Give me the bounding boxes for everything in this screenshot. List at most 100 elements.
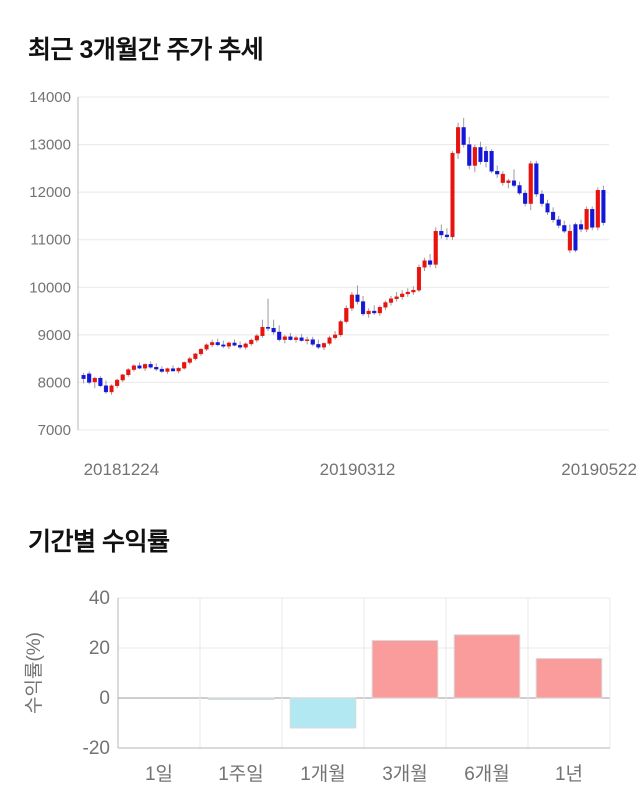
candle-body [467, 144, 472, 166]
candle-body [165, 368, 170, 372]
candle-body [416, 267, 422, 291]
candle-body [539, 193, 544, 204]
y-axis-tick-label: 40 [89, 588, 110, 609]
candle-body [92, 377, 97, 383]
page-title-period-return: 기간별 수익률 [28, 528, 170, 556]
candle-body [193, 353, 198, 359]
candle-body [601, 190, 606, 223]
candle-body [556, 219, 561, 226]
period-return-bar-chart: -20 0 20 40 1일 1주일 1개월 3개월 6개월 1년 수익률(%) [0, 580, 640, 810]
x-axis-category-label: 1주일 [218, 763, 264, 785]
candle-body [176, 367, 181, 372]
candle-body [226, 342, 231, 347]
candle-body [238, 345, 243, 348]
y-axis-tick-label: 0 [99, 688, 110, 709]
candle-body [215, 342, 220, 346]
candle-body [450, 152, 455, 238]
x-axis-tick-label: 20190522 [561, 460, 637, 479]
candle-series [81, 117, 606, 395]
candle-body [472, 147, 477, 166]
bar [207, 697, 275, 700]
candle-body [428, 260, 433, 265]
candle-body [232, 342, 237, 346]
candle-body [495, 171, 500, 175]
candle-body [293, 337, 299, 340]
candle-body [321, 343, 326, 348]
candle-body [249, 339, 254, 345]
candle-body [523, 192, 528, 204]
y-axis-tick-label: 7000 [38, 422, 71, 439]
candle-body [265, 327, 271, 329]
candle-body [584, 209, 589, 230]
candle-body [489, 151, 494, 172]
y-axis-tick-label: 11000 [30, 232, 71, 249]
candlestick-plot: 7000 8000 9000 10000 11000 12000 13000 14000 201… [29, 89, 637, 479]
y-axis-tick-label: 20 [89, 638, 110, 659]
candle-body [517, 185, 522, 194]
bar-plot: -20 0 20 40 1일 1주일 1개월 3개월 6개월 1년 수익률(%) [23, 588, 611, 785]
candle-body [361, 301, 366, 315]
y-axis-tick-label: 13000 [29, 137, 71, 154]
candle-body [143, 364, 148, 369]
x-axis-tick-label: 20181224 [84, 460, 160, 479]
candle-body [372, 310, 377, 314]
x-axis-category-label: 1개월 [300, 763, 346, 785]
x-axis-tick-label: 20190312 [320, 460, 396, 479]
candle-body [154, 367, 159, 370]
candle-body [260, 327, 265, 337]
candle-body [327, 337, 332, 344]
candle-body [528, 163, 533, 204]
x-axis-category-label: 6개월 [464, 763, 510, 785]
candle-body [221, 344, 226, 347]
candle-body [299, 337, 304, 341]
candle-body [271, 327, 276, 333]
candle-body [137, 365, 142, 369]
x-axis-category-label: 3개월 [382, 763, 428, 785]
page-title-price-trend: 최근 3개월간 주가 추세 [28, 36, 264, 64]
candle-body [355, 294, 360, 302]
y-axis-tick-label: 10000 [29, 279, 71, 296]
candle-body [567, 230, 572, 251]
candle-body [182, 362, 187, 369]
candle-body [103, 385, 108, 393]
candle-body [411, 289, 416, 293]
candle-body [288, 336, 293, 340]
y-axis-tick-label: -20 [83, 738, 110, 759]
candle-body [461, 127, 466, 145]
candle-body [81, 375, 86, 379]
candle-body [109, 385, 114, 393]
y-axis-tick-label: 12000 [29, 184, 71, 201]
candle-body [444, 234, 449, 238]
candle-body [305, 339, 310, 342]
candle-body [511, 180, 517, 186]
candle-body [120, 374, 125, 381]
x-axis-category-label: 1년 [555, 763, 583, 785]
candle-body [277, 331, 282, 340]
y-axis-tick-label: 14000 [29, 89, 71, 106]
bar [371, 640, 439, 699]
candle-body [433, 230, 438, 265]
y-axis-tick-label: 8000 [38, 374, 71, 391]
candle-body [483, 151, 489, 162]
bar [289, 697, 357, 729]
candle-body [422, 260, 427, 268]
y-axis-title: 수익률(%) [23, 632, 45, 714]
candle-body [187, 358, 192, 363]
candle-body [115, 379, 120, 386]
candle-body [383, 302, 388, 308]
candle-body [333, 334, 338, 338]
candle-body [534, 163, 539, 195]
candle-body [551, 211, 556, 220]
candle-body [198, 348, 204, 355]
candle-body [590, 209, 595, 228]
candle-body [204, 344, 209, 350]
candle-body [338, 321, 343, 336]
candle-body [282, 336, 287, 340]
candle-body [439, 230, 444, 236]
candle-body [545, 203, 550, 213]
candle-body [405, 291, 410, 295]
candle-body [579, 224, 584, 230]
candle-body [310, 339, 315, 345]
candle-body [394, 296, 399, 299]
candle-body [126, 369, 131, 376]
